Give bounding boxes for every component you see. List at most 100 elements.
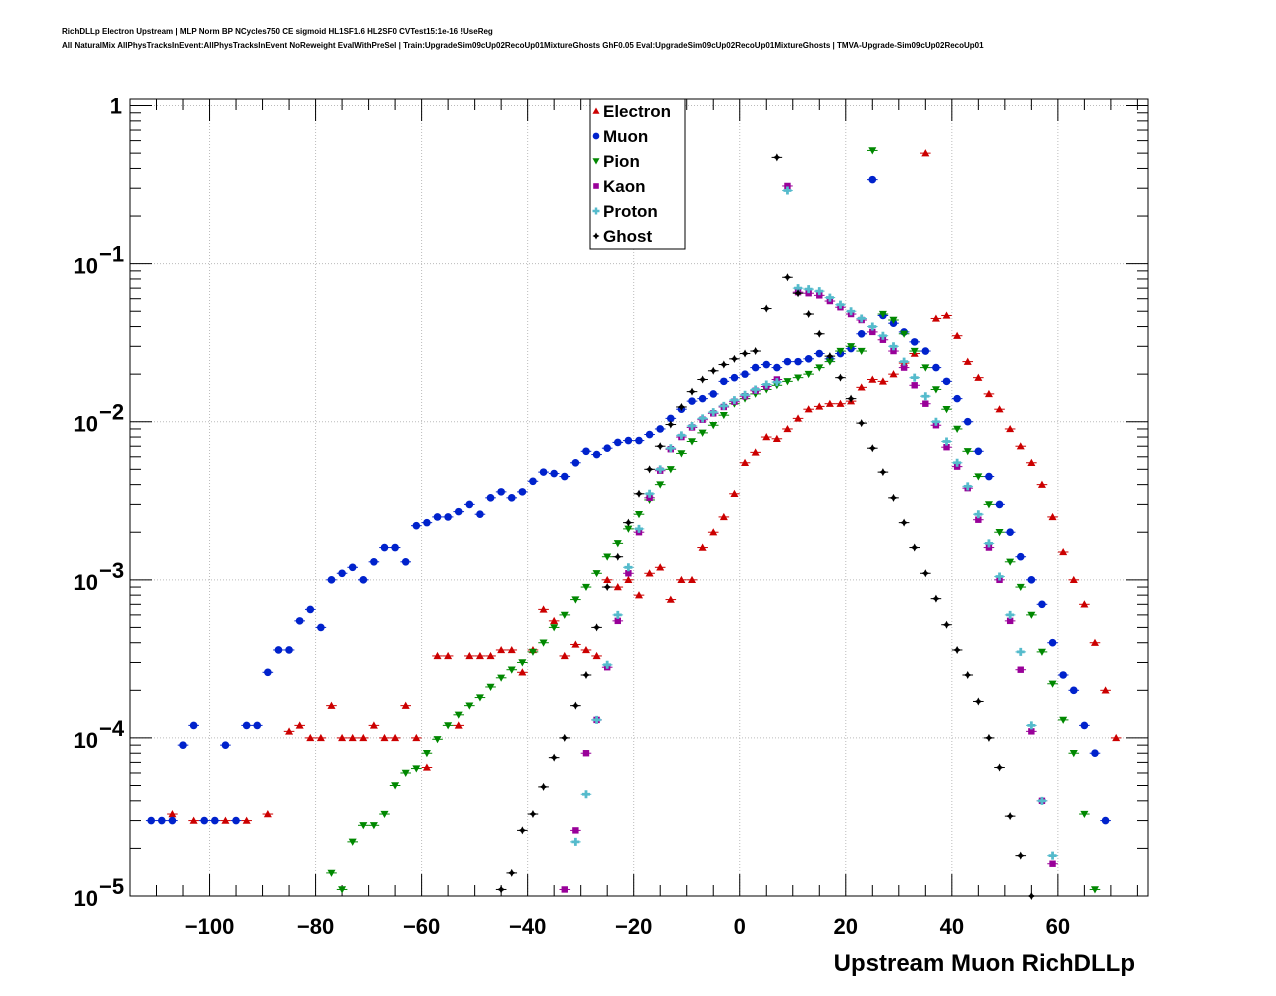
ghost-marker — [603, 583, 612, 592]
ghost-point — [782, 273, 793, 282]
muon-marker — [1059, 671, 1067, 679]
ghost-marker — [878, 468, 887, 477]
proton-point — [803, 285, 814, 294]
electron-marker — [709, 528, 718, 536]
pion-marker — [1048, 680, 1057, 688]
muon-marker — [497, 488, 505, 496]
electron-marker — [391, 733, 400, 742]
ghost-point — [920, 569, 931, 578]
electron-marker — [1090, 638, 1099, 646]
proton-marker — [1048, 851, 1057, 860]
pion-marker — [433, 736, 442, 744]
electron-point — [686, 575, 698, 584]
electron-point — [1079, 600, 1090, 608]
legend-box — [589, 98, 686, 250]
pion-marker — [603, 553, 612, 561]
electron-marker — [719, 512, 728, 521]
pion-point — [389, 782, 401, 790]
electron-marker — [868, 375, 877, 383]
muon-point — [336, 569, 348, 578]
electron-marker — [772, 434, 781, 442]
muon-point — [739, 370, 751, 378]
electron-point — [336, 733, 348, 742]
kaon-marker — [911, 382, 918, 389]
ghost-marker — [804, 310, 813, 319]
pion-point — [1079, 810, 1090, 819]
proton-marker — [719, 401, 728, 410]
electron-point — [495, 645, 507, 654]
ghost-point — [877, 468, 889, 477]
pion-marker — [868, 147, 877, 155]
proton-marker — [688, 421, 697, 430]
electron-point — [729, 489, 740, 498]
electron-point — [1057, 547, 1069, 556]
ghost-point — [930, 594, 942, 603]
pion-point — [888, 316, 899, 325]
proton-series — [570, 186, 1058, 860]
y-tick-label: 10 — [74, 254, 98, 279]
y-tick-label: 10 — [74, 728, 98, 753]
proton-marker — [624, 563, 633, 572]
electron-point — [357, 733, 369, 742]
electron-marker — [656, 563, 665, 571]
electron-point — [1089, 638, 1101, 646]
electron-marker — [412, 733, 421, 742]
proton-point — [686, 421, 698, 430]
proton-marker — [910, 373, 919, 382]
electron-point — [517, 668, 528, 676]
pion-marker — [719, 411, 728, 420]
ghost-point — [654, 442, 666, 451]
electron-marker — [560, 651, 569, 660]
pion-point — [336, 886, 348, 894]
muon-marker — [868, 175, 877, 184]
electron-point — [464, 651, 475, 660]
pion-point — [570, 596, 581, 604]
pion-marker — [380, 810, 389, 819]
proton-marker — [709, 408, 718, 417]
electron-point — [485, 651, 496, 660]
kaon-marker — [582, 750, 590, 757]
ghost-marker — [613, 552, 622, 561]
muon-point — [283, 646, 295, 654]
ghost-marker — [709, 366, 718, 375]
ghost-marker — [539, 782, 548, 791]
muon-point — [665, 414, 677, 423]
muon-point — [262, 668, 274, 677]
ghost-marker — [528, 810, 537, 819]
ghost-point — [760, 304, 772, 313]
pion-point — [707, 422, 719, 430]
pion-point — [400, 769, 412, 777]
muon-marker — [433, 513, 442, 521]
muon-point — [750, 363, 761, 372]
pion-marker — [921, 364, 930, 372]
proton-point — [951, 458, 963, 467]
muon-point — [156, 816, 168, 825]
pion-marker — [444, 722, 453, 730]
muon-point — [1026, 576, 1037, 584]
proton-point — [654, 465, 666, 474]
pion-point — [962, 448, 974, 456]
pion-point — [941, 406, 952, 414]
electron-marker — [645, 569, 654, 577]
pion-marker — [677, 450, 686, 458]
pion-point — [538, 639, 549, 647]
electron-marker — [316, 733, 325, 742]
muon-point — [495, 488, 507, 496]
pion-marker — [528, 648, 537, 656]
muon-point — [167, 816, 178, 825]
proton-marker — [1027, 721, 1036, 730]
muon-point — [1079, 721, 1090, 730]
muon-point — [813, 349, 825, 358]
electron-marker — [1037, 480, 1046, 488]
muon-marker — [189, 721, 198, 730]
ghost-marker — [1027, 892, 1036, 900]
muon-marker — [773, 363, 781, 372]
ghost-point — [856, 419, 867, 428]
y-tick-exponent: −4 — [99, 716, 125, 741]
pion-marker — [624, 525, 633, 533]
ghost-marker — [815, 329, 824, 338]
muon-marker — [635, 436, 643, 445]
muon-point — [633, 436, 645, 445]
electron-marker — [857, 383, 866, 391]
proton-marker — [592, 715, 601, 724]
